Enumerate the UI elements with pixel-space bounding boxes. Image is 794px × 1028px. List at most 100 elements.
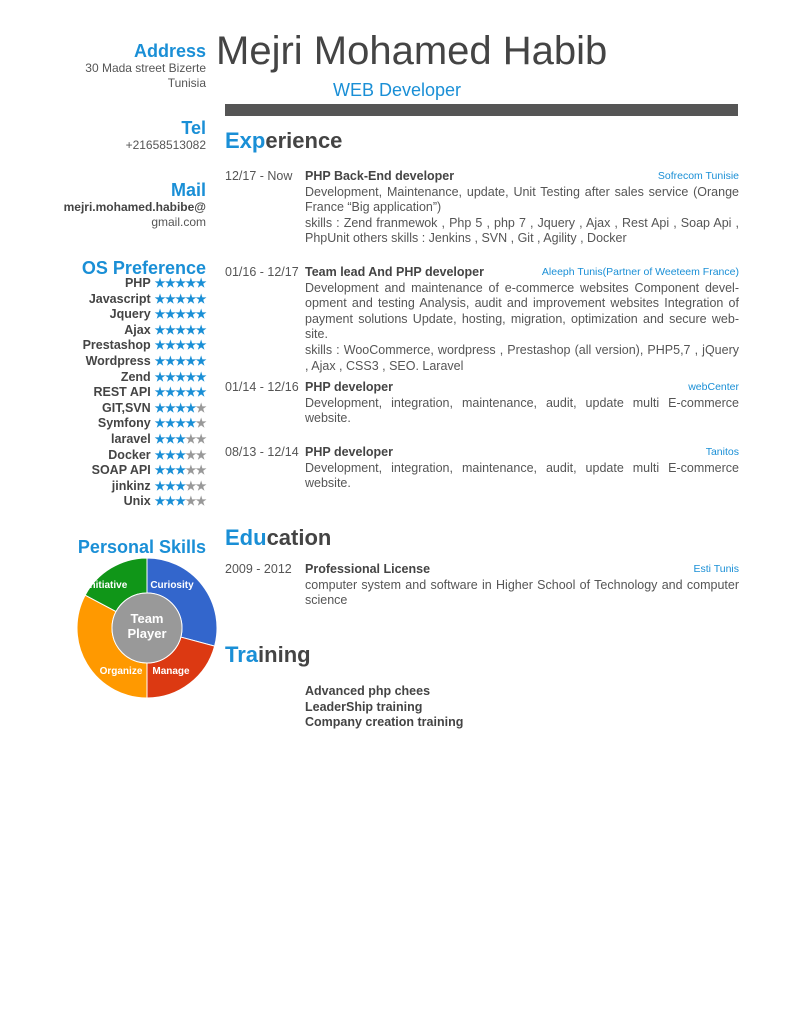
- skill-name: Javascript: [88, 291, 151, 306]
- training-item: LeaderShip training: [305, 699, 423, 714]
- entry-description: Development and maintenance of e-commerc…: [305, 280, 739, 342]
- entry-title: Team lead And PHP developer: [305, 265, 484, 279]
- star-empty-icon: ★: [185, 478, 196, 493]
- entry-date: 01/14 - 12/16: [225, 380, 299, 394]
- star-filled-icon: ★: [164, 338, 176, 353]
- star-filled-icon: ★: [154, 307, 166, 322]
- personal-skills-title: Personal Skills: [77, 537, 206, 557]
- rating-stars: ★★★★★: [154, 338, 207, 353]
- star-filled-icon: ★: [164, 494, 176, 509]
- star-filled-icon: ★: [164, 291, 176, 306]
- entry-description: skills : Zend franmewok , Php 5 , php 7 …: [305, 215, 739, 246]
- star-empty-icon: ★: [195, 447, 207, 462]
- os-skill-list: PHP ★★★★★ Javascript ★★★★★ Jquery ★★★★★ Ajax ★★…: [82, 276, 207, 510]
- entry-company: Tanitos: [705, 446, 739, 458]
- star-filled-icon: ★: [154, 322, 166, 337]
- training-item: Company creation training: [305, 715, 464, 730]
- entry-title: Professional License: [305, 562, 431, 576]
- skill-name: Jquery: [109, 307, 151, 322]
- star-filled-icon: ★: [164, 416, 176, 431]
- star-empty-icon: ★: [195, 463, 207, 478]
- entry: 2009 - 2012 Professional License Esti Tuni…: [225, 562, 739, 609]
- star-filled-icon: ★: [195, 322, 207, 337]
- header-bar: [225, 104, 738, 116]
- star-empty-icon: ★: [195, 478, 207, 493]
- rating-stars: ★★★★★: [154, 353, 207, 368]
- rating-stars: ★★★★★: [155, 494, 207, 509]
- star-filled-icon: ★: [154, 478, 166, 493]
- address-label: Address: [133, 41, 206, 61]
- rating-stars: ★★★★★: [154, 447, 207, 462]
- skill-name: REST API: [93, 385, 151, 400]
- os-skill-row: PHP ★★★★★: [83, 276, 207, 292]
- os-skill-row: SOAP API ★★★★★: [83, 463, 207, 479]
- star-filled-icon: ★: [175, 353, 186, 368]
- star-filled-icon: ★: [175, 494, 186, 509]
- rating-stars: ★★★★★: [154, 322, 207, 337]
- skill-name: GIT,SVN: [102, 400, 151, 415]
- os-skill-row: jinkinz ★★★★★: [83, 478, 207, 495]
- star-filled-icon: ★: [154, 353, 166, 368]
- os-skill-row: Unix ★★★★★: [83, 494, 207, 510]
- donut-label: Organize: [100, 666, 143, 677]
- entry-description: Development, integration, maintenance, a…: [305, 395, 739, 426]
- skill-name: Docker: [108, 447, 151, 462]
- star-filled-icon: ★: [154, 338, 166, 353]
- skill-name: Wordpress: [85, 353, 151, 368]
- entry-description: skills : WooCommerce, wordpress , Presta…: [305, 342, 739, 373]
- education-heading: Education: [225, 525, 332, 550]
- star-filled-icon: ★: [185, 322, 196, 337]
- donut-label: Manage: [152, 666, 190, 677]
- os-skill-row: Symfony ★★★★★: [83, 416, 207, 432]
- entry-title: PHP developer: [305, 445, 394, 459]
- star-filled-icon: ★: [175, 431, 186, 446]
- os-skill-row: Javascript ★★★★★: [83, 291, 207, 308]
- donut-center-label: Player: [127, 626, 166, 641]
- star-filled-icon: ★: [154, 416, 166, 431]
- entry-company: webCenter: [688, 381, 739, 393]
- entry: 12/17 - Now PHP Back-End developer Sofreco…: [225, 169, 739, 247]
- entry-company: Sofrecom Tunisie: [657, 170, 739, 182]
- star-filled-icon: ★: [185, 400, 196, 415]
- star-filled-icon: ★: [154, 463, 166, 478]
- skill-name: Unix: [123, 494, 151, 509]
- star-empty-icon: ★: [185, 447, 196, 462]
- entry-title: PHP Back-End developer: [305, 169, 455, 183]
- entry-description: computer system and software in Higher S…: [305, 577, 739, 608]
- star-filled-icon: ★: [164, 276, 176, 290]
- star-filled-icon: ★: [154, 447, 166, 462]
- star-filled-icon: ★: [154, 400, 166, 415]
- candidate-name: Mejri Mohamed Habib: [216, 29, 608, 73]
- entry-date: 12/17 - Now: [225, 169, 293, 183]
- star-empty-icon: ★: [185, 431, 196, 446]
- rating-stars: ★★★★★: [155, 291, 207, 306]
- rating-stars: ★★★★★: [155, 369, 207, 384]
- star-filled-icon: ★: [195, 276, 207, 290]
- star-filled-icon: ★: [185, 276, 196, 290]
- entry-date: 08/13 - 12/14: [225, 445, 299, 459]
- os-skill-row: Ajax ★★★★★: [83, 323, 206, 339]
- rating-stars: ★★★★★: [154, 478, 207, 493]
- star-filled-icon: ★: [164, 400, 176, 415]
- donut-center: [111, 592, 183, 664]
- star-filled-icon: ★: [164, 431, 176, 446]
- skill-name: Prestashop: [82, 338, 151, 353]
- skill-name: Symfony: [97, 416, 151, 431]
- donut-center-label: Team: [131, 611, 164, 626]
- star-filled-icon: ★: [175, 307, 186, 322]
- entry-date: 01/16 - 12/17: [225, 265, 299, 279]
- rating-stars: ★★★★★: [155, 431, 207, 446]
- star-filled-icon: ★: [175, 369, 186, 384]
- training-item: Advanced php chees: [305, 684, 431, 698]
- star-filled-icon: ★: [175, 291, 186, 306]
- entry-title: PHP developer: [305, 380, 394, 394]
- os-skill-row: Prestashop ★★★★★: [82, 338, 207, 354]
- star-empty-icon: ★: [195, 431, 207, 446]
- star-filled-icon: ★: [175, 276, 186, 290]
- star-filled-icon: ★: [195, 291, 207, 306]
- entry-company: Esti Tunis: [693, 563, 739, 575]
- entry-description: Development, integration, maintenance, a…: [305, 460, 739, 491]
- star-filled-icon: ★: [164, 385, 176, 400]
- rating-stars: ★★★★★: [155, 276, 207, 290]
